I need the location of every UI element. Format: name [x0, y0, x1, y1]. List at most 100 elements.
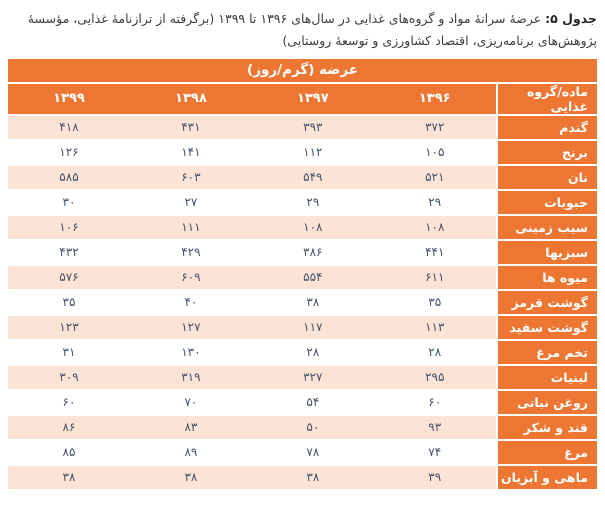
value-cell-1399: ۳۸	[8, 465, 130, 491]
caption-label: جدول ۵:	[545, 11, 597, 26]
value-cell-1396: ۴۴۱	[373, 240, 496, 266]
value-cell-1397: ۳۸۶	[251, 240, 374, 266]
value-cell-1398: ۳۱۹	[129, 365, 252, 391]
value-cell-1397: ۱۱۲	[251, 140, 374, 166]
table-row-vegetables: سبزیها ۴۴۱ ۳۸۶ ۴۲۹ ۴۳۲	[8, 240, 597, 266]
row-label: گوشت قرمز	[495, 290, 597, 316]
value-cell-1399: ۸۶	[8, 415, 130, 441]
value-cell-1398: ۱۳۰	[129, 340, 252, 366]
column-header-year-1398: ۱۳۹۸	[129, 83, 252, 116]
row-label: سبزیها	[495, 240, 597, 266]
value-cell-1398: ۸۳	[129, 415, 252, 441]
value-cell-1397: ۳۲۷	[251, 365, 374, 391]
value-cell-1398: ۱۲۷	[129, 315, 252, 341]
value-cell-1396: ۳۹	[373, 465, 496, 491]
table-row-dairy: لبنیات ۲۹۵ ۳۲۷ ۳۱۹ ۳۰۹	[8, 365, 597, 391]
column-header-year-1397: ۱۳۹۷	[251, 83, 374, 116]
table-title: عرضه (گرم/روز)	[8, 58, 597, 84]
value-cell-1399: ۳۰	[8, 190, 130, 216]
table-row-white-meat: گوشت سفید ۱۱۳ ۱۱۷ ۱۲۷ ۱۲۳	[8, 315, 597, 341]
value-cell-1399: ۱۰۶	[8, 215, 130, 241]
value-cell-1399: ۴۳۲	[8, 240, 130, 266]
value-cell-1397: ۵۴۹	[251, 165, 374, 191]
table-caption: جدول ۵: عرضهٔ سرانهٔ مواد و گروه‌های غذا…	[8, 8, 597, 52]
row-label: ماهی و آبزیان	[495, 465, 597, 491]
value-cell-1399: ۵۷۶	[8, 265, 130, 291]
row-label: گوشت سفید	[495, 315, 597, 341]
table-row-chicken: مرغ ۷۴ ۷۸ ۸۹ ۸۵	[8, 440, 597, 466]
value-cell-1397: ۵۰	[251, 415, 374, 441]
value-cell-1397: ۲۹	[251, 190, 374, 216]
value-cell-1396: ۵۲۱	[373, 165, 496, 191]
value-cell-1396: ۱۱۳	[373, 315, 496, 341]
value-cell-1398: ۱۴۱	[129, 140, 252, 166]
value-cell-1398: ۴۲۹	[129, 240, 252, 266]
value-cell-1396: ۷۴	[373, 440, 496, 466]
food-supply-table: عرضه (گرم/روز) ماده/گروه غذایی ۱۳۹۶ ۱۳۹۷…	[8, 58, 597, 491]
value-cell-1396: ۲۸	[373, 340, 496, 366]
value-cell-1398: ۳۸	[129, 465, 252, 491]
value-cell-1397: ۲۸	[251, 340, 374, 366]
column-header-food-group: ماده/گروه غذایی	[495, 83, 597, 116]
value-cell-1398: ۲۷	[129, 190, 252, 216]
table-row-fruits: میوه ها ۶۱۱ ۵۵۴ ۶۰۹ ۵۷۶	[8, 265, 597, 291]
value-cell-1399: ۳۵	[8, 290, 130, 316]
value-cell-1399: ۸۵	[8, 440, 130, 466]
table-row-fish-aquatics: ماهی و آبزیان ۳۹ ۳۸ ۳۸ ۳۸	[8, 465, 597, 491]
value-cell-1398: ۴۰	[129, 290, 252, 316]
value-cell-1396: ۹۳	[373, 415, 496, 441]
value-cell-1396: ۱۰۵	[373, 140, 496, 166]
value-cell-1397: ۳۸	[251, 465, 374, 491]
value-cell-1396: ۶۰	[373, 390, 496, 416]
row-label: تخم مرغ	[495, 340, 597, 366]
value-cell-1396: ۱۰۸	[373, 215, 496, 241]
table-row-legumes: حبوبات ۲۹ ۲۹ ۲۷ ۳۰	[8, 190, 597, 216]
table-row-wheat: گندم ۳۷۲ ۳۹۳ ۴۳۱ ۴۱۸	[8, 115, 597, 141]
caption-text: عرضهٔ سرانهٔ مواد و گروه‌های غذایی در سا…	[27, 11, 597, 48]
row-label: برنج	[495, 140, 597, 166]
value-cell-1398: ۸۹	[129, 440, 252, 466]
column-header-year-1399: ۱۳۹۹	[8, 83, 130, 116]
table-row-eggs: تخم مرغ ۲۸ ۲۸ ۱۳۰ ۳۱	[8, 340, 597, 366]
value-cell-1399: ۶۰	[8, 390, 130, 416]
value-cell-1399: ۴۱۸	[8, 115, 130, 141]
row-label: حبوبات	[495, 190, 597, 216]
value-cell-1396: ۲۹۵	[373, 365, 496, 391]
table-row-sugar: قند و شکر ۹۳ ۵۰ ۸۳ ۸۶	[8, 415, 597, 441]
value-cell-1396: ۶۱۱	[373, 265, 496, 291]
row-label: نان	[495, 165, 597, 191]
value-cell-1398: ۶۰۳	[129, 165, 252, 191]
value-cell-1399: ۳۰۹	[8, 365, 130, 391]
value-cell-1397: ۵۵۴	[251, 265, 374, 291]
table-row-potato: سیب زمینی ۱۰۸ ۱۰۸ ۱۱۱ ۱۰۶	[8, 215, 597, 241]
value-cell-1396: ۳۷۲	[373, 115, 496, 141]
value-cell-1396: ۳۵	[373, 290, 496, 316]
row-label: روغن نباتی	[495, 390, 597, 416]
table-row-vegetable-oil: روغن نباتی ۶۰ ۵۴ ۷۰ ۶۰	[8, 390, 597, 416]
table-row-rice: برنج ۱۰۵ ۱۱۲ ۱۴۱ ۱۲۶	[8, 140, 597, 166]
value-cell-1397: ۳۸	[251, 290, 374, 316]
value-cell-1399: ۱۲۶	[8, 140, 130, 166]
value-cell-1397: ۵۴	[251, 390, 374, 416]
row-label: میوه ها	[495, 265, 597, 291]
table-header-row: ماده/گروه غذایی ۱۳۹۶ ۱۳۹۷ ۱۳۹۸ ۱۳۹۹	[8, 83, 597, 116]
row-label: لبنیات	[495, 365, 597, 391]
value-cell-1397: ۱۰۸	[251, 215, 374, 241]
value-cell-1397: ۳۹۳	[251, 115, 374, 141]
row-label: گندم	[495, 115, 597, 141]
value-cell-1399: ۵۸۵	[8, 165, 130, 191]
value-cell-1398: ۱۱۱	[129, 215, 252, 241]
value-cell-1398: ۷۰	[129, 390, 252, 416]
value-cell-1399: ۳۱	[8, 340, 130, 366]
table-row-red-meat: گوشت قرمز ۳۵ ۳۸ ۴۰ ۳۵	[8, 290, 597, 316]
table-title-row: عرضه (گرم/روز)	[8, 58, 597, 84]
row-label: سیب زمینی	[495, 215, 597, 241]
row-label: مرغ	[495, 440, 597, 466]
value-cell-1398: ۴۳۱	[129, 115, 252, 141]
value-cell-1397: ۱۱۷	[251, 315, 374, 341]
column-header-year-1396: ۱۳۹۶	[373, 83, 496, 116]
value-cell-1398: ۶۰۹	[129, 265, 252, 291]
table-row-bread: نان ۵۲۱ ۵۴۹ ۶۰۳ ۵۸۵	[8, 165, 597, 191]
value-cell-1397: ۷۸	[251, 440, 374, 466]
